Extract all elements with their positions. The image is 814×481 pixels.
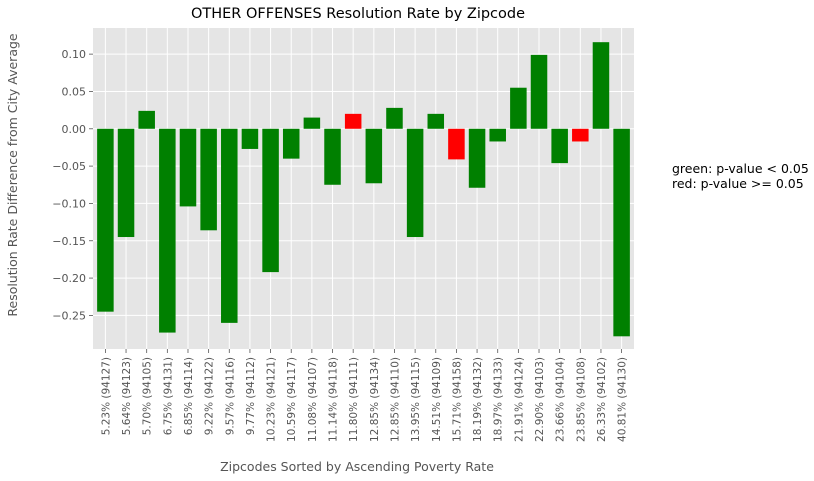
bar — [221, 128, 238, 323]
y-tick-label: 0.05 — [62, 85, 87, 98]
y-tick-label: −0.05 — [52, 160, 86, 173]
bar — [613, 128, 630, 337]
bar — [468, 128, 486, 188]
x-tick-label: 5.23% (94127) — [100, 357, 112, 435]
bar — [406, 128, 424, 238]
x-tick-label: 14.51% (94109) — [431, 357, 443, 442]
x-tick-label: 22.90% (94103) — [534, 357, 546, 442]
bar — [365, 128, 383, 184]
significance-legend: green: p-value < 0.05 red: p-value >= 0.… — [672, 161, 809, 191]
bar — [551, 128, 568, 164]
x-tick-label: 9.77% (94112) — [245, 357, 257, 435]
x-tick-label: 12.85% (94134) — [369, 357, 381, 442]
bar — [427, 113, 445, 129]
bar — [117, 128, 135, 238]
x-tick-label: 23.66% (94104) — [555, 357, 567, 442]
legend-green-text: green: p-value < 0.05 — [672, 161, 809, 176]
bar — [97, 128, 114, 312]
y-tick-label: −0.15 — [52, 235, 86, 248]
bar — [592, 42, 610, 129]
x-tick-label: 5.70% (94105) — [142, 357, 154, 435]
bar — [530, 54, 548, 129]
x-tick-label: 13.95% (94115) — [410, 357, 422, 442]
x-tick-label: 10.59% (94117) — [286, 357, 298, 442]
bar — [262, 128, 279, 273]
bar — [489, 128, 506, 142]
y-axis-label: Resolution Rate Difference from City Ave… — [5, 33, 20, 317]
x-tick-label: 23.85% (94108) — [575, 357, 587, 442]
x-tick-label: 9.57% (94116) — [224, 357, 236, 435]
x-tick-label: 6.75% (94131) — [162, 357, 174, 435]
bar — [241, 128, 259, 149]
bar — [179, 128, 197, 207]
x-tick-labels: 5.23% (94127) 5.64% (94123) 5.70% (94105) 6… — [100, 349, 629, 442]
x-tick-label: 26.33% (94102) — [596, 357, 608, 442]
x-tick-label: 18.97% (94133) — [493, 357, 505, 442]
bar — [344, 113, 362, 129]
y-tick-label: 0.00 — [62, 123, 87, 136]
bar — [282, 128, 300, 159]
x-tick-label: 6.85% (94114) — [183, 357, 195, 435]
bar — [200, 128, 217, 231]
y-tick-label: −0.10 — [52, 197, 86, 210]
x-tick-label: 18.19% (94132) — [472, 357, 484, 442]
bar — [448, 128, 465, 160]
x-tick-label: 10.23% (94121) — [266, 357, 278, 442]
x-tick-label: 9.22% (94122) — [204, 357, 216, 435]
bar — [386, 107, 403, 129]
x-tick-label: 5.64% (94123) — [121, 357, 133, 435]
x-tick-label: 21.91% (94124) — [513, 357, 525, 442]
y-tick-labels: 0.10 0.05 0.00 −0.05 −0.10 −0.15 −0.20 −0.25 — [52, 48, 93, 322]
legend-red-text: red: p-value >= 0.05 — [672, 176, 804, 191]
chart-title: OTHER OFFENSES Resolution Rate by Zipcod… — [191, 6, 525, 22]
x-tick-label: 15.71% (94158) — [451, 357, 463, 442]
y-tick-label: −0.25 — [52, 309, 86, 322]
bar — [324, 128, 341, 185]
y-tick-label: 0.10 — [62, 48, 87, 61]
bar — [138, 110, 155, 129]
x-tick-label: 40.81% (94130) — [617, 357, 629, 442]
x-tick-label: 11.14% (94118) — [328, 357, 340, 442]
x-tick-label: 12.85% (94110) — [389, 357, 401, 442]
bars — [97, 42, 630, 337]
bar — [510, 87, 527, 129]
bar — [572, 128, 589, 142]
bar — [159, 128, 176, 333]
x-axis-label: Zipcodes Sorted by Ascending Poverty Rat… — [220, 459, 494, 474]
bar — [303, 117, 321, 129]
y-tick-label: −0.20 — [52, 272, 86, 285]
x-tick-label: 11.80% (94111) — [348, 357, 360, 442]
x-tick-label: 11.08% (94107) — [307, 357, 319, 442]
